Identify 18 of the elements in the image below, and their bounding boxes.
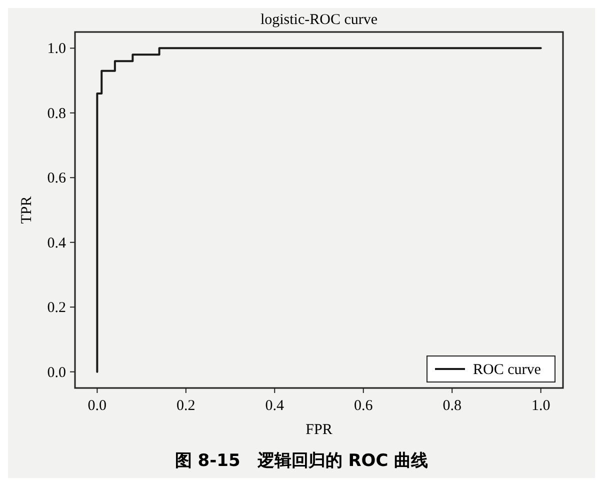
y-tick-label: 0.4: [47, 235, 66, 252]
caption: 图 8-15 逻辑回归的 ROC 曲线: [174, 451, 428, 471]
x-tick-label: 0.0: [88, 398, 107, 414]
x-tick-label: 0.6: [354, 398, 374, 414]
y-tick-label: 0.8: [47, 106, 66, 122]
x-tick-label: 0.4: [265, 398, 285, 414]
x-axis-title: FPR: [306, 422, 332, 438]
x-tick-label: 0.2: [176, 398, 196, 414]
line-series: [96, 47, 542, 373]
y-tick-label: 1.0: [47, 41, 66, 58]
x-tick-label: 1.0: [531, 398, 550, 414]
y-tick-label: 0.6: [47, 170, 66, 187]
chart-title: logistic-ROC curve: [260, 12, 378, 28]
y-tick-label: 0.2: [47, 300, 66, 316]
y-axis-title: TPR: [19, 196, 35, 224]
legend-label: ROC curve: [473, 362, 542, 378]
y-tick-label: 0.0: [47, 364, 66, 381]
x-tick-label: 0.8: [442, 398, 462, 414]
